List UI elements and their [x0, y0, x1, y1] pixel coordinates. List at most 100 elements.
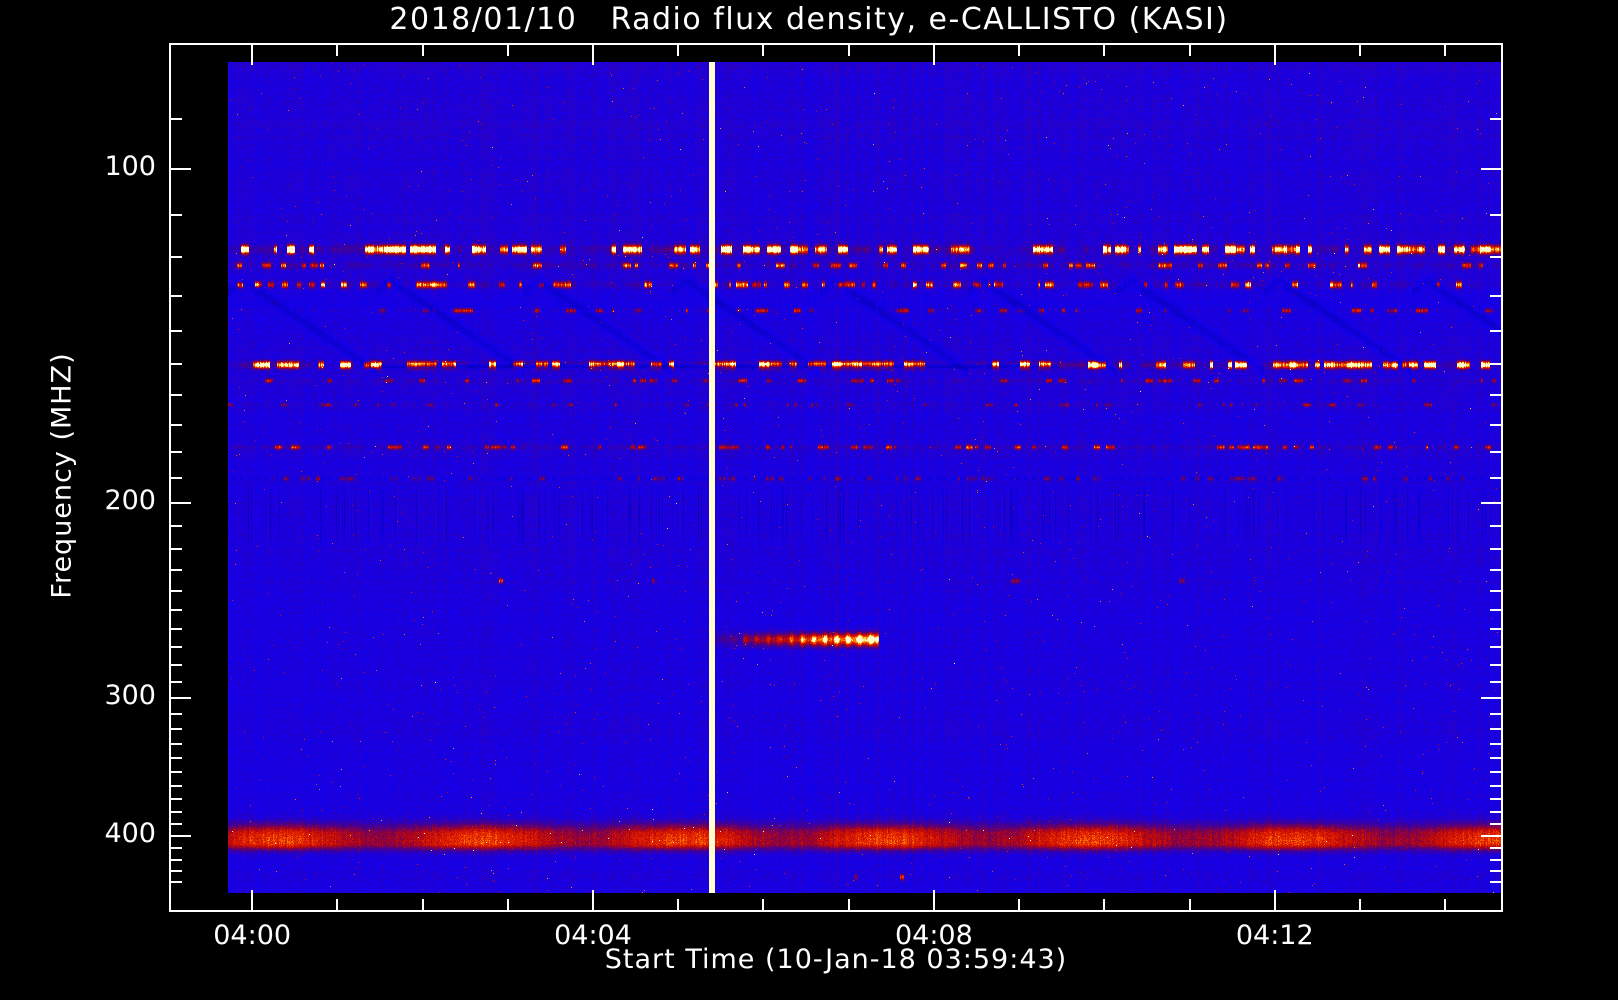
y-minor-tick-right — [1490, 823, 1503, 826]
x-major-tick — [932, 890, 935, 912]
y-minor-tick-right — [1490, 214, 1503, 217]
spectrogram-canvas — [228, 62, 1502, 893]
y-minor-tick — [169, 330, 182, 333]
y-minor-tick-right — [1490, 609, 1503, 612]
y-minor-tick — [169, 870, 182, 873]
y-minor-tick-right — [1490, 646, 1503, 649]
y-minor-tick-right — [1490, 784, 1503, 787]
x-minor-tick — [1188, 899, 1191, 912]
y-minor-tick — [169, 663, 182, 666]
x-minor-tick-top — [1018, 43, 1021, 56]
y-minor-tick-right — [1490, 363, 1503, 366]
x-minor-tick-top — [506, 43, 509, 56]
y-axis-title: Frequency (MHZ) — [46, 351, 78, 599]
y-minor-tick — [169, 771, 182, 774]
y-minor-tick — [169, 810, 182, 813]
y-minor-tick — [169, 609, 182, 612]
x-minor-tick — [421, 899, 424, 912]
y-minor-tick — [169, 858, 182, 861]
x-minor-tick — [677, 899, 680, 912]
y-minor-tick — [169, 394, 182, 397]
x-minor-tick-top — [336, 43, 339, 56]
y-major-tick — [169, 696, 191, 699]
y-minor-tick — [169, 847, 182, 850]
x-minor-tick-top — [1188, 43, 1191, 56]
x-axis-title: Start Time (10-Jan-18 03:59:43) — [604, 944, 1068, 975]
x-tick-label: 04:12 — [1235, 920, 1314, 951]
y-minor-tick — [169, 569, 182, 572]
y-tick-label: 100 — [104, 151, 156, 183]
y-tick-label: 200 — [104, 484, 156, 516]
y-minor-tick-right — [1490, 589, 1503, 592]
y-minor-tick-right — [1490, 727, 1503, 730]
y-minor-tick-right — [1490, 771, 1503, 774]
y-minor-tick-right — [1490, 477, 1503, 480]
x-major-tick — [592, 890, 594, 912]
y-minor-tick — [169, 294, 182, 297]
y-major-tick-right — [1481, 168, 1503, 171]
x-tick-label: 04:00 — [213, 920, 292, 951]
x-minor-tick — [1018, 899, 1021, 912]
y-minor-tick — [169, 117, 182, 120]
y-tick-label: 300 — [104, 679, 156, 711]
x-major-tick-top — [932, 43, 935, 65]
y-minor-tick — [169, 547, 182, 550]
y-minor-tick — [169, 423, 182, 426]
x-minor-tick-top — [1444, 43, 1447, 56]
y-minor-tick-right — [1490, 628, 1503, 631]
y-major-tick-right — [1481, 835, 1503, 838]
x-minor-tick-top — [421, 43, 424, 56]
y-minor-tick-right — [1490, 569, 1503, 572]
y-minor-tick — [169, 823, 182, 826]
y-minor-tick-right — [1490, 712, 1503, 715]
x-minor-tick — [1444, 899, 1447, 912]
y-minor-tick-right — [1490, 742, 1503, 745]
y-minor-tick — [169, 742, 182, 745]
y-tick-label: 400 — [104, 818, 156, 850]
y-minor-tick-right — [1490, 525, 1503, 528]
spectrogram-image — [228, 62, 1502, 893]
page-title: 2018/01/10 Radio flux density, e-CALLIST… — [389, 2, 1229, 37]
x-minor-tick — [847, 899, 850, 912]
x-minor-tick — [506, 899, 509, 912]
x-minor-tick-top — [1103, 43, 1106, 56]
x-major-tick-top — [1273, 43, 1276, 65]
y-minor-tick — [169, 214, 182, 217]
x-minor-tick — [336, 899, 339, 912]
y-minor-tick — [169, 712, 182, 715]
y-minor-tick-right — [1490, 394, 1503, 397]
y-minor-tick-right — [1490, 423, 1503, 426]
y-minor-tick — [169, 881, 182, 884]
x-minor-tick-top — [847, 43, 850, 56]
y-minor-tick — [169, 646, 182, 649]
y-minor-tick-right — [1490, 881, 1503, 884]
y-minor-tick — [169, 363, 182, 366]
x-major-tick — [1273, 890, 1276, 912]
x-minor-tick — [762, 899, 765, 912]
x-minor-tick — [1358, 899, 1361, 912]
x-minor-tick-top — [1358, 43, 1361, 56]
y-major-tick-right — [1481, 696, 1503, 699]
y-minor-tick — [169, 451, 182, 454]
y-minor-tick — [169, 256, 182, 259]
y-minor-tick — [169, 477, 182, 480]
x-minor-tick-top — [762, 43, 765, 56]
y-minor-tick — [169, 589, 182, 592]
y-minor-tick-right — [1490, 547, 1503, 550]
y-minor-tick-right — [1490, 330, 1503, 333]
y-minor-tick-right — [1490, 757, 1503, 760]
y-minor-tick — [169, 525, 182, 528]
y-minor-tick-right — [1490, 117, 1503, 120]
x-tick-label: 04:04 — [554, 920, 632, 951]
y-major-tick — [169, 168, 191, 171]
y-minor-tick-right — [1490, 663, 1503, 666]
y-minor-tick-right — [1490, 870, 1503, 873]
y-minor-tick-right — [1490, 256, 1503, 259]
y-minor-tick — [169, 784, 182, 787]
y-minor-tick-right — [1490, 810, 1503, 813]
x-minor-tick-top — [677, 43, 680, 56]
y-major-tick-right — [1481, 501, 1503, 504]
x-tick-label: 04:08 — [894, 920, 973, 951]
y-minor-tick-right — [1490, 680, 1503, 683]
y-minor-tick-right — [1490, 858, 1503, 861]
